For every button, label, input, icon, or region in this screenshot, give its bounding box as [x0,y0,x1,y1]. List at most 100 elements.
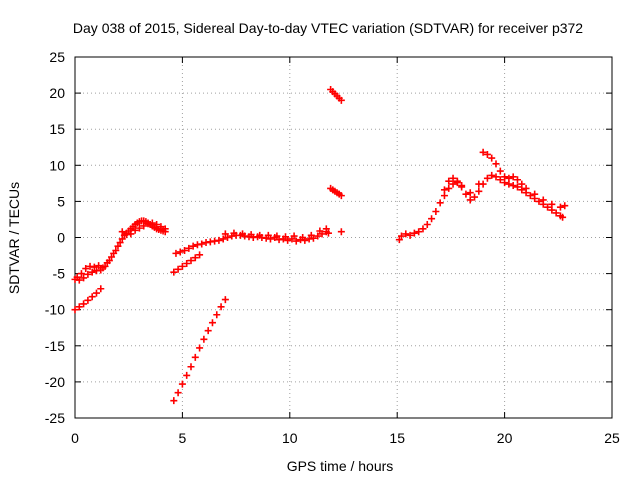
data-point-plus [513,183,521,191]
series-2 [172,225,332,257]
data-point-plus [307,231,315,239]
data-point-plus [282,233,290,241]
data-point-plus [88,268,96,276]
data-point-plus [561,202,569,210]
data-point-plus [148,219,156,227]
data-point-plus [505,174,513,182]
data-point-plus [548,200,556,208]
data-point-plus [492,160,500,168]
data-point-plus [172,249,180,257]
data-point-plus [185,244,193,252]
data-point-plus [84,270,92,278]
data-point-plus [428,215,436,223]
data-point-plus [496,167,504,175]
data-point-plus [178,380,186,388]
data-point-plus [292,237,300,245]
y-tick-label: 15 [49,121,65,137]
x-axis-label: GPS time / hours [287,458,394,474]
data-point-plus [140,222,148,230]
data-point-plus [221,230,229,238]
x-tick-label: 0 [71,430,79,446]
data-point-plus [239,230,247,238]
data-point-plus [492,173,500,181]
data-point-plus [526,192,534,200]
y-tick-label: -20 [45,374,65,390]
data-point-plus [170,397,178,405]
data-point-plus [108,253,116,261]
data-point-plus [95,262,103,270]
data-point-plus [322,225,330,233]
data-point-plus [77,270,85,278]
data-point-plus [191,353,199,361]
data-point-plus [230,229,238,237]
data-point-plus [204,327,212,335]
data-point-plus [131,226,139,234]
data-point-plus [80,274,88,282]
data-point-plus [84,296,92,304]
x-tick-label: 25 [604,430,620,446]
series-5 [327,85,345,104]
data-point-plus [217,303,225,311]
data-point-plus [247,231,255,239]
data-point-plus [488,154,496,162]
y-tick-label: -5 [53,266,66,282]
data-point-plus [118,235,126,243]
x-tick-label: 5 [179,430,187,446]
data-point-plus [90,263,98,271]
data-point-plus [187,257,195,265]
series-4 [170,296,229,405]
data-point-plus [213,311,221,319]
data-point-plus [406,231,414,239]
data-point-plus [157,223,165,231]
data-point-plus [466,189,474,197]
data-point-plus [445,177,453,185]
data-point-plus [509,182,517,190]
data-point-plus [419,225,427,233]
y-tick-label: 20 [49,85,65,101]
data-point-plus [397,232,405,240]
data-point-plus [187,363,195,371]
data-point-plus [337,96,345,104]
data-point-plus [273,232,281,240]
data-point-plus [475,187,483,195]
data-point-plus [337,228,345,236]
data-point-plus [174,389,182,397]
grid-lines [75,57,612,418]
data-point-plus [284,236,292,244]
data-point-plus [544,203,552,211]
data-point-plus [410,229,418,237]
data-point-plus [314,232,322,240]
data-point-plus [266,235,274,243]
data-point-plus [479,148,487,156]
data-point-plus [531,190,539,198]
data-point-plus [402,230,410,238]
data-points [71,85,569,405]
x-tick-label: 20 [497,430,513,446]
data-point-plus [556,203,564,211]
data-point-plus [436,199,444,207]
data-point-plus [395,236,403,244]
data-point-plus [458,182,466,190]
data-point-plus [483,150,491,158]
data-point-plus [552,209,560,217]
data-point-plus [224,234,232,241]
data-point-plus [518,180,526,188]
data-point-plus [449,174,457,182]
data-point-plus [196,344,204,352]
data-point-plus [453,177,461,185]
data-point-plus [198,240,206,248]
data-point-plus [114,242,122,250]
data-point-plus [415,228,423,236]
x-tick-label: 15 [389,430,405,446]
data-point-plus [127,230,135,238]
data-point-plus [522,184,530,192]
series-1 [118,219,169,239]
data-point-plus [324,229,332,237]
data-point-plus [423,221,431,229]
data-point-plus [488,171,496,179]
y-tick-label: 0 [57,230,65,246]
data-point-plus [471,193,479,201]
y-tick-label: 5 [57,193,65,209]
data-point-plus [290,232,298,240]
data-point-plus [462,190,470,198]
